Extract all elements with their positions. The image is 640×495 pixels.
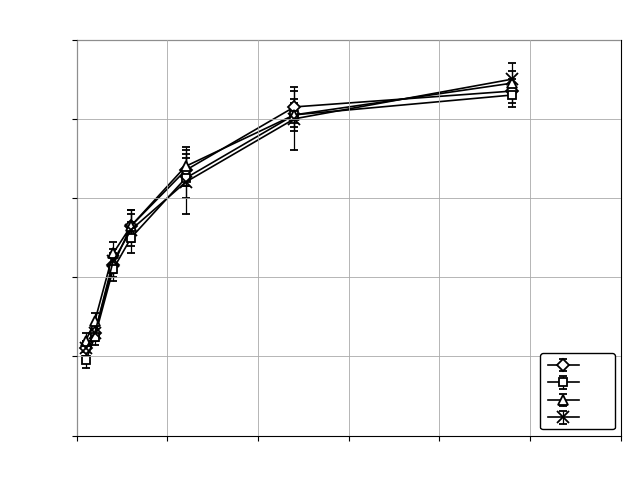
Legend: 試験１、ロット
番号１, 試験１、ロット
番号２, 試験２、ロット
番号１, 試験２、ロット
番号２: 試験１、ロット 番号１, 試験１、ロット 番号２, 試験２、ロット 番号１, 試…	[540, 353, 614, 429]
